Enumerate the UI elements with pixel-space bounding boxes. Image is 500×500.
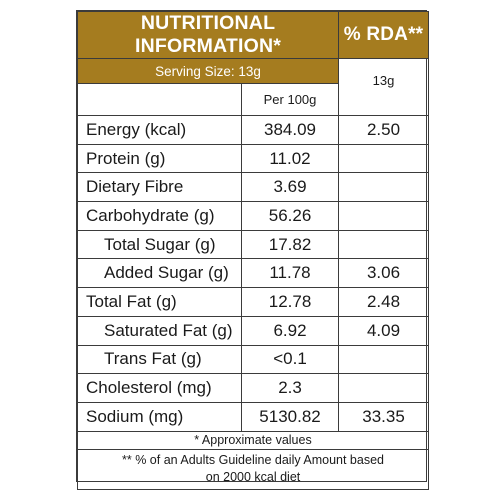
rda-value: 3.06 bbox=[338, 258, 430, 289]
nutrient-label: Total Fat (g) bbox=[77, 287, 242, 317]
nutrition-table-panel: NUTRITIONAL INFORMATION* % RDA** Serving… bbox=[76, 10, 430, 490]
table-row: Trans Fat (g) <0.1 bbox=[77, 344, 430, 375]
per-100g-value: 384.09 bbox=[240, 115, 340, 145]
per-100g-value: 5130.82 bbox=[240, 401, 340, 432]
rda-serving-size: 13g bbox=[338, 58, 430, 116]
rda-value bbox=[338, 229, 430, 260]
per-100g-value: 11.78 bbox=[240, 258, 340, 289]
nutrient-label: Total Sugar (g) bbox=[77, 229, 242, 260]
rda-note: ** % of an Adults Guideline daily Amount… bbox=[76, 448, 430, 490]
per-100g-header: Per 100g bbox=[240, 83, 340, 116]
approx-note: * Approximate values bbox=[76, 430, 430, 450]
table-row: Carbohydrate (g) 56.26 bbox=[77, 201, 430, 231]
rda-value bbox=[338, 373, 430, 403]
table-row: Total Sugar (g) 17.82 bbox=[77, 229, 430, 260]
nutrient-label: Protein (g) bbox=[77, 143, 242, 174]
table-row: Dietary Fibre 3.69 bbox=[77, 172, 430, 203]
table-row: Total Fat (g) 12.78 2.48 bbox=[77, 287, 430, 317]
rda-value: 2.50 bbox=[338, 115, 430, 145]
rda-value: 4.09 bbox=[338, 315, 430, 346]
per-100g-value: <0.1 bbox=[240, 344, 340, 375]
nutrient-label: Saturated Fat (g) bbox=[77, 315, 242, 346]
rda-note-line-2: on 2000 kcal diet bbox=[205, 470, 301, 485]
per-100g-value: 12.78 bbox=[240, 287, 340, 317]
rda-value: 33.35 bbox=[338, 401, 430, 432]
per-100g-value: 6.92 bbox=[240, 315, 340, 346]
rda-title: % RDA** bbox=[338, 11, 430, 59]
table-row: Protein (g) 11.02 bbox=[77, 143, 430, 174]
per-100g-value: 3.69 bbox=[240, 172, 340, 203]
nutrient-label: Cholesterol (mg) bbox=[77, 373, 242, 403]
nutrient-label: Carbohydrate (g) bbox=[77, 201, 242, 231]
rda-value bbox=[338, 344, 430, 375]
label-column-header bbox=[77, 83, 242, 116]
per-100g-value: 2.3 bbox=[240, 373, 340, 403]
serving-size: Serving Size: 13g bbox=[76, 58, 340, 84]
table-row: Added Sugar (g) 11.78 3.06 bbox=[77, 258, 430, 289]
per-100g-value: 11.02 bbox=[240, 143, 340, 174]
nutrient-label: Energy (kcal) bbox=[77, 115, 242, 145]
rda-value bbox=[338, 143, 430, 174]
nutrient-label: Dietary Fibre bbox=[77, 172, 242, 203]
rda-value bbox=[338, 172, 430, 203]
table-row: Cholesterol (mg) 2.3 bbox=[77, 373, 430, 403]
table-row: Energy (kcal) 384.09 2.50 bbox=[77, 115, 430, 145]
table-row: Sodium (mg) 5130.82 33.35 bbox=[77, 401, 430, 432]
nutrient-label: Added Sugar (g) bbox=[77, 258, 242, 289]
table-row: Saturated Fat (g) 6.92 4.09 bbox=[77, 315, 430, 346]
per-100g-value: 56.26 bbox=[240, 201, 340, 231]
per-100g-value: 17.82 bbox=[240, 229, 340, 260]
rda-value: 2.48 bbox=[338, 287, 430, 317]
nutrition-table: NUTRITIONAL INFORMATION* % RDA** Serving… bbox=[76, 11, 430, 490]
table-title: NUTRITIONAL INFORMATION* bbox=[76, 11, 340, 59]
rda-note-line-1: ** % of an Adults Guideline daily Amount… bbox=[122, 453, 384, 468]
nutrient-label: Trans Fat (g) bbox=[77, 344, 242, 375]
nutrient-label: Sodium (mg) bbox=[77, 401, 242, 432]
rda-value bbox=[338, 201, 430, 231]
